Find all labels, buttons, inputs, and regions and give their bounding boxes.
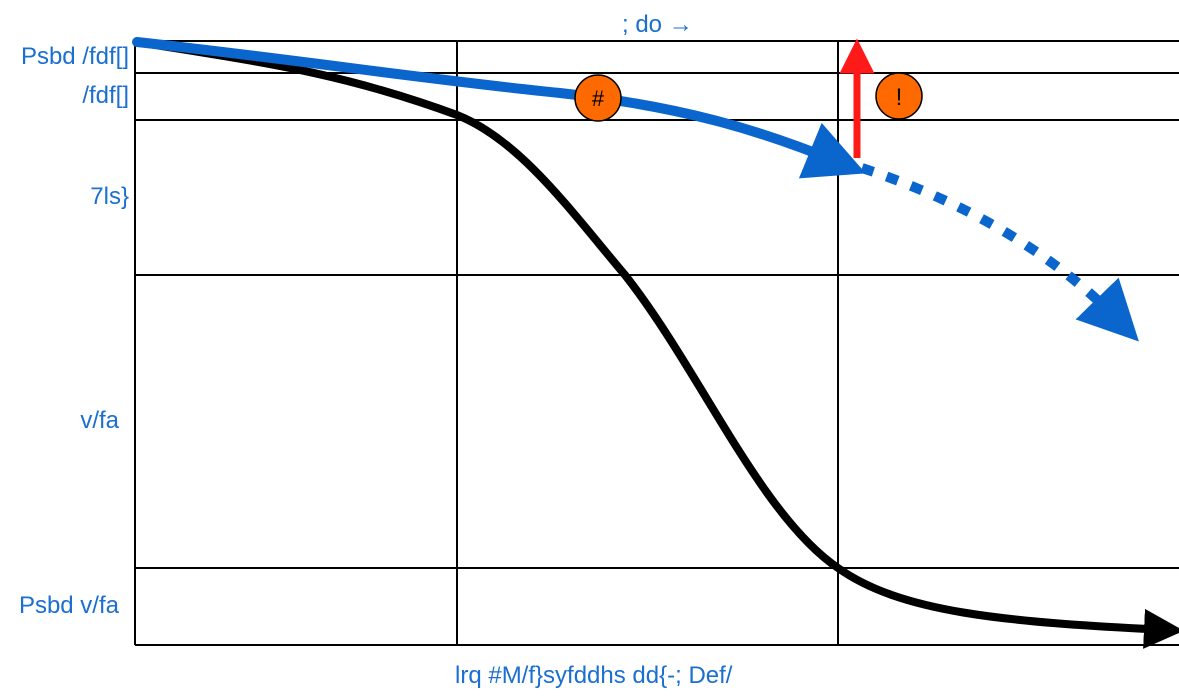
marker-exclaim: ! xyxy=(875,72,923,120)
grid xyxy=(134,40,1179,646)
blue-dashed-arrow xyxy=(860,163,1139,342)
y-label-third: 7ls} xyxy=(90,183,129,210)
y-label-bottom: Psbd v/fa xyxy=(18,592,119,619)
marker-hash: # xyxy=(574,74,622,122)
y-label-fourth: v/fa xyxy=(80,407,119,434)
y-label-top: Psbd /fdf[] xyxy=(20,43,129,70)
y-label-second: /fdf[] xyxy=(82,82,129,109)
blue-solid-arrow xyxy=(132,37,866,179)
marker-hash-circle xyxy=(574,74,622,122)
top-axis-label: ; do → xyxy=(622,11,693,38)
black-curve xyxy=(133,38,1179,649)
marker-exclaim-circle xyxy=(875,72,923,120)
marker-hash-label: # xyxy=(592,86,605,111)
marker-exclaim-label: ! xyxy=(896,84,903,111)
bottom-axis-label: lrq #M/f}syfddhs dd{-; Def/ xyxy=(455,662,733,689)
